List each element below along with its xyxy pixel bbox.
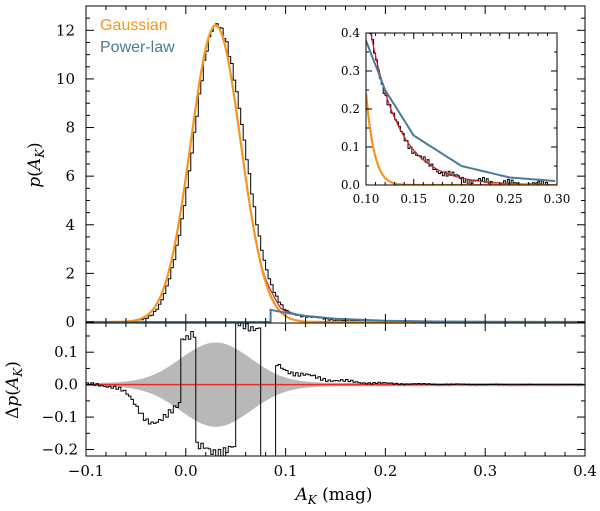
inset-x-tick-label: 0.10 <box>353 192 380 206</box>
inset-plot-area <box>366 33 557 185</box>
residual-y-tick-label: −0.2 <box>42 441 78 459</box>
inset-background <box>366 33 557 185</box>
legend-gaussian-label: Gaussian <box>100 17 168 34</box>
residual-panel: −0.2 −0.1 0.0 0.1 −0.1 0.0 0.1 0.2 0.3 0.4 Δp(AK… <box>3 322 597 507</box>
main-y-tick-labels: 0 2 4 6 8 10 12 <box>56 21 75 331</box>
residual-y-tick-label: 0.1 <box>54 343 78 361</box>
inset-panel: 0.0 0.1 0.2 0.3 0.4 0.10 0.15 0.20 0.25 0.30 <box>341 26 571 206</box>
residual-y-tick-label: −0.1 <box>42 408 78 426</box>
main-plot-area <box>86 23 585 323</box>
legend-powerlaw-label: Power-law <box>100 39 175 56</box>
inset-y-tick-label: 0.2 <box>341 102 360 116</box>
residual-y-tick-labels: −0.2 −0.1 0.0 0.1 <box>42 343 78 458</box>
inset-x-tick-labels: 0.10 0.15 0.20 0.25 0.30 <box>353 192 571 206</box>
inset-power-law-series <box>366 40 556 182</box>
main-ticks <box>85 5 586 323</box>
residual-y-axis-label: Δp(AK) <box>3 361 25 419</box>
x-tick-label: 0.1 <box>274 462 298 480</box>
inset-x-tick-label: 0.25 <box>496 192 523 206</box>
x-axis-label: AK (mag) <box>293 485 372 507</box>
inset-x-tick-label: 0.20 <box>448 192 475 206</box>
residual-series <box>86 323 585 456</box>
x-tick-labels: −0.1 0.0 0.1 0.2 0.3 0.4 <box>68 462 597 480</box>
y-tick-label: 4 <box>65 216 75 234</box>
y-tick-label: 12 <box>56 21 75 39</box>
residual-ticks <box>85 323 586 456</box>
x-tick-label: 0.4 <box>573 462 597 480</box>
y-tick-label: 6 <box>65 167 75 185</box>
power-law-series <box>86 308 585 323</box>
residual-frame <box>85 322 586 457</box>
inset-y-tick-label: 0.3 <box>341 64 360 78</box>
y-tick-label: 0 <box>65 313 75 331</box>
x-tick-label: 0.0 <box>174 462 198 480</box>
residual-plot-area <box>86 323 585 456</box>
y-tick-label: 10 <box>56 70 75 88</box>
inset-histogram-series <box>369 33 557 185</box>
main-y-axis-label: p(AK) <box>25 142 47 187</box>
residual-y-tick-label: 0.0 <box>54 376 78 394</box>
inset-ticks <box>365 32 558 186</box>
x-tick-label: −0.1 <box>68 462 104 480</box>
y-tick-label: 2 <box>65 264 75 282</box>
x-tick-label: 0.3 <box>473 462 497 480</box>
inset-x-tick-label: 0.30 <box>544 192 571 206</box>
inset-y-tick-label: 0.1 <box>341 140 360 154</box>
y-tick-label: 8 <box>65 119 75 137</box>
inset-x-tick-label: 0.15 <box>400 192 427 206</box>
inset-y-tick-labels: 0.0 0.1 0.2 0.3 0.4 <box>341 26 360 192</box>
inset-y-tick-label: 0.0 <box>341 178 360 192</box>
x-tick-label: 0.2 <box>373 462 397 480</box>
inset-y-tick-label: 0.4 <box>341 26 360 40</box>
inset-gaussian-series <box>366 92 556 185</box>
